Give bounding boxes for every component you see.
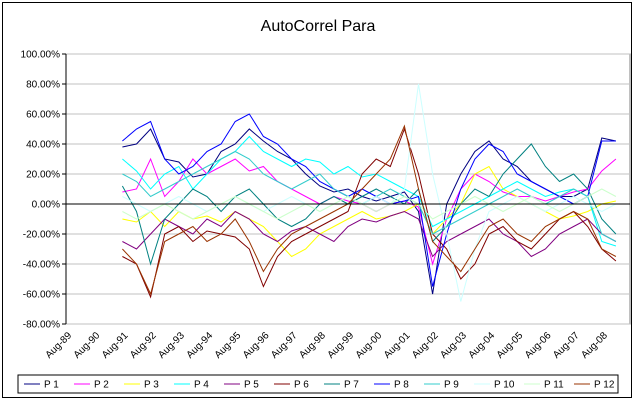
legend-box — [17, 374, 619, 394]
x-tick-label: Aug-99 — [326, 330, 357, 361]
legend-label: P 3 — [144, 380, 159, 391]
legend-label: P 4 — [194, 380, 209, 391]
series-line-p11 — [122, 188, 617, 220]
x-tick-label: Aug-07 — [551, 330, 582, 361]
chart-title: AutoCorrel Para — [260, 18, 376, 35]
legend-label: P 2 — [94, 380, 109, 391]
series-line-p6 — [122, 127, 617, 299]
x-tick-label: Aug-05 — [495, 330, 526, 361]
legend-label: P 8 — [394, 380, 409, 391]
y-tick-label: -60.00% — [23, 290, 60, 301]
legend-label: P 11 — [544, 380, 564, 391]
series-line-p5 — [122, 210, 617, 258]
x-tick-label: Aug-91 — [100, 330, 131, 361]
y-tick-label: -20.00% — [23, 230, 60, 241]
y-tick-label: 0.00% — [32, 200, 60, 211]
x-tick-label: Aug-89 — [44, 330, 75, 361]
x-tick-label: Aug-02 — [410, 330, 441, 361]
x-axis: Aug-89Aug-90Aug-91Aug-92Aug-93Aug-94Aug-… — [44, 330, 611, 361]
y-tick-label: -80.00% — [23, 320, 60, 331]
x-tick-label: Aug-97 — [269, 330, 300, 361]
x-tick-label: Aug-04 — [467, 330, 498, 361]
series-line-p8 — [122, 113, 616, 287]
series-line-p12 — [122, 124, 617, 296]
series-layer — [121, 83, 617, 302]
x-tick-label: Aug-06 — [523, 330, 554, 361]
legend-label: P 9 — [444, 380, 459, 391]
x-tick-label: Aug-08 — [579, 330, 610, 361]
legend-label: P 7 — [344, 380, 359, 391]
legend-label: P 10 — [494, 380, 515, 391]
x-tick-label: Aug-00 — [354, 330, 385, 361]
x-tick-label: Aug-98 — [297, 330, 328, 361]
x-tick-label: Aug-92 — [128, 330, 159, 361]
x-tick-label: Aug-94 — [185, 330, 216, 361]
y-tick-label: 100.00% — [21, 50, 61, 61]
series-line-p10 — [122, 83, 617, 302]
legend-label: P 12 — [594, 380, 615, 391]
x-tick-label: Aug-93 — [156, 330, 187, 361]
legend-label: P 6 — [294, 380, 309, 391]
y-tick-label: 20.00% — [26, 170, 60, 181]
y-tick-label: -40.00% — [23, 260, 60, 271]
x-tick-label: Aug-01 — [382, 330, 413, 361]
x-tick-label: Aug-03 — [438, 330, 469, 361]
y-tick-label: 80.00% — [26, 80, 60, 91]
legend-label: P 1 — [44, 380, 59, 391]
y-tick-label: 60.00% — [26, 110, 60, 121]
legend-label: P 5 — [244, 380, 259, 391]
y-tick-label: 40.00% — [26, 140, 60, 151]
series-line-p4 — [122, 135, 617, 247]
x-tick-label: Aug-95 — [213, 330, 244, 361]
x-tick-label: Aug-96 — [241, 330, 272, 361]
x-tick-label: Aug-90 — [72, 330, 103, 361]
legend: P 1 P 2 P 3 P 4 P 5 P 6 P 7 P 8 P 9 P 10 P 11 P 12 — [17, 374, 619, 394]
